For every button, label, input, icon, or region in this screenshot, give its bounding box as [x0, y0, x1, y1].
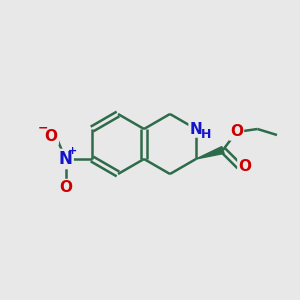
Text: O: O — [230, 124, 243, 140]
Text: H: H — [201, 128, 212, 141]
Text: N: N — [190, 122, 202, 136]
Text: O: O — [59, 180, 72, 195]
Text: +: + — [68, 146, 77, 156]
Text: N: N — [59, 150, 73, 168]
Text: O: O — [238, 159, 251, 174]
Text: O: O — [45, 129, 58, 144]
Polygon shape — [196, 147, 224, 159]
Text: −: − — [38, 121, 48, 134]
